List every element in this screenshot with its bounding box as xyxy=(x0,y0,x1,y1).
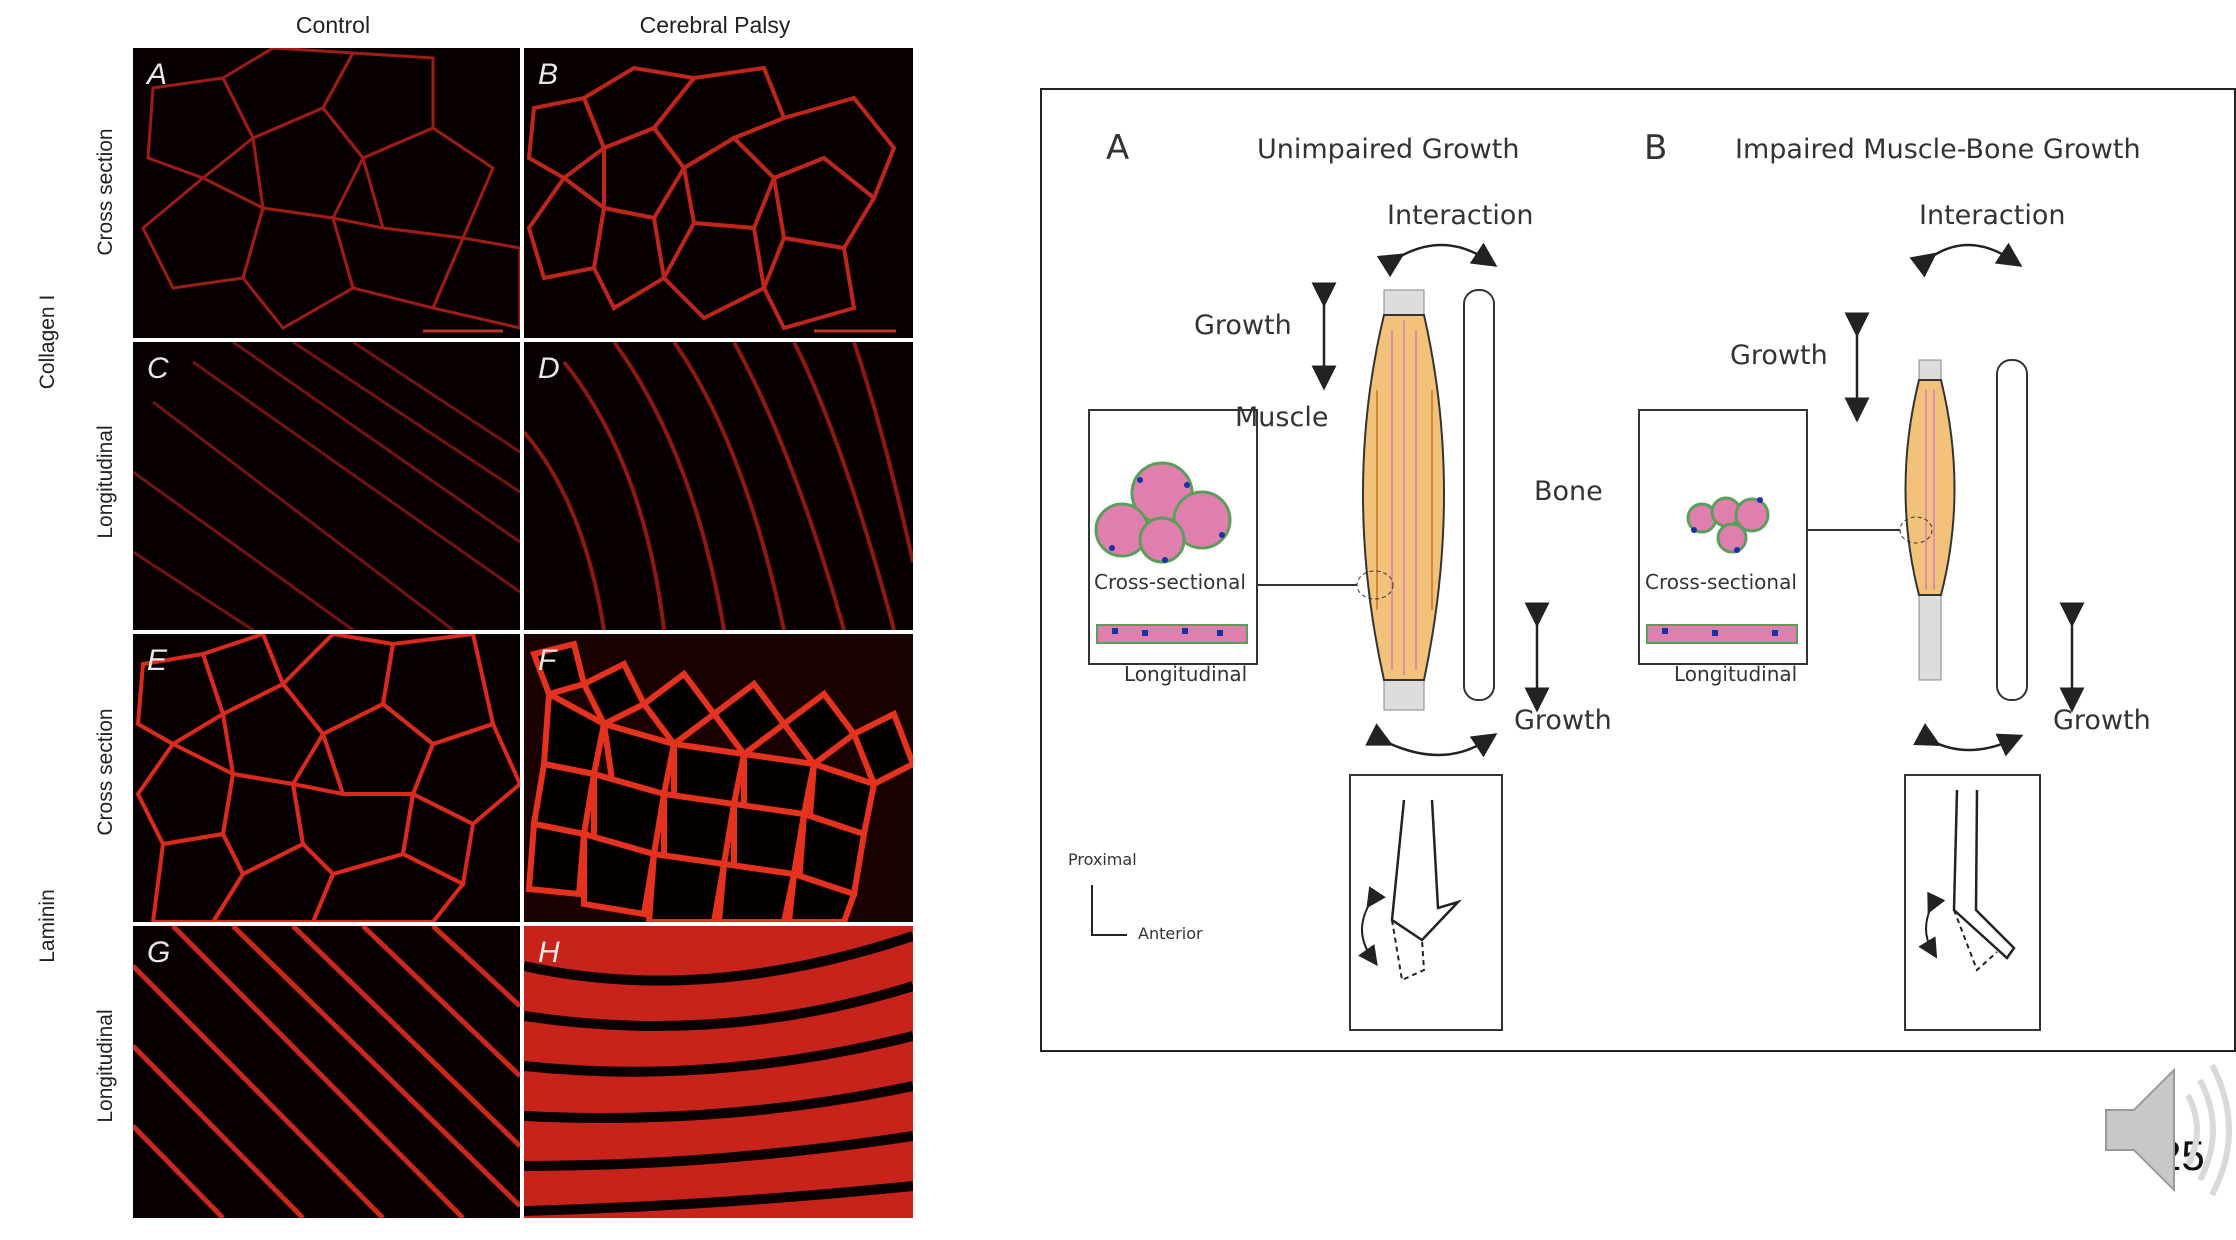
stain-label-laminin: Laminin xyxy=(36,889,59,963)
panel-e-control-laminin-cross: E xyxy=(133,634,520,922)
row-label-longitudinal-1: Longitudinal xyxy=(94,425,117,539)
section-title-a: Unimpaired Growth xyxy=(1257,134,1520,165)
panel-f-image xyxy=(524,634,913,922)
orientation-axes xyxy=(1091,885,1127,936)
panel-d-image xyxy=(524,342,913,630)
row-label-cross-section-2: Cross section xyxy=(94,708,117,836)
interaction-label-b: Interaction xyxy=(1919,200,2066,231)
muscle-bone-growth-diagram: A Unimpaired Growth B Impaired Muscle-Bo… xyxy=(1040,88,2236,1052)
panel-b-image xyxy=(526,65,897,333)
panel-h-cp-laminin-long: H xyxy=(524,926,913,1218)
micrograph-grid: A B xyxy=(133,48,913,1218)
panel-a-image xyxy=(141,48,520,333)
panel-letter-h: H xyxy=(538,936,560,969)
panel-letter-c: C xyxy=(147,352,169,385)
column-label-cerebral-palsy: Cerebral Palsy xyxy=(639,12,791,38)
foot-inset-b xyxy=(1904,774,2041,1031)
panel-e-image xyxy=(135,634,520,922)
longitudinal-label-b: Longitudinal xyxy=(1674,662,1798,686)
panel-letter-a: A xyxy=(147,58,168,91)
panel-f-cp-laminin-cross: F xyxy=(524,634,913,922)
tendon-b-bottom xyxy=(1918,589,1942,681)
cross-sectional-label-a: Cross-sectional xyxy=(1094,570,1246,594)
panel-g-control-laminin-long: G xyxy=(133,926,520,1218)
panel-a-control-collagen-cross: A xyxy=(133,48,520,338)
growth-label-b-bottom: Growth xyxy=(2053,705,2151,736)
speaker-icon[interactable] xyxy=(2096,1040,2236,1220)
interaction-arrow-b-bottom xyxy=(1913,723,2024,757)
panel-g-image xyxy=(133,926,520,1218)
muscle-b xyxy=(1904,379,1956,596)
section-letter-a: A xyxy=(1106,128,1130,168)
proximal-label: Proximal xyxy=(1068,850,1137,869)
column-label-control: Control xyxy=(295,12,371,38)
panel-letter-f: F xyxy=(538,644,557,677)
diagram-graphics xyxy=(1088,242,2085,1031)
panel-c-image xyxy=(133,342,520,630)
interaction-arrow-b-top xyxy=(1909,242,2023,278)
panel-h-image xyxy=(524,926,913,1218)
foot-inset-a xyxy=(1349,774,1503,1031)
stain-label-collagen: Collagen I xyxy=(36,294,59,390)
interaction-arrow-a-bottom xyxy=(1365,723,1498,758)
anterior-label: Anterior xyxy=(1138,924,1203,943)
section-title-b: Impaired Muscle-Bone Growth xyxy=(1735,134,2141,165)
panel-b-cp-collagen-cross: B xyxy=(524,48,913,338)
panel-c-control-collagen-long: C xyxy=(133,342,520,630)
cross-sectional-label-b: Cross-sectional xyxy=(1645,570,1797,594)
interaction-arrow-a-top xyxy=(1376,242,1498,278)
panel-letter-g: G xyxy=(147,936,171,969)
interaction-label-a: Interaction xyxy=(1387,200,1534,231)
muscle-label: Muscle xyxy=(1235,402,1329,433)
panel-letter-d: D xyxy=(538,352,560,385)
section-letter-b: B xyxy=(1644,128,1668,168)
growth-label-a-top: Growth xyxy=(1194,310,1292,341)
bone-label: Bone xyxy=(1534,476,1603,507)
row-label-cross-section-1: Cross section xyxy=(94,128,117,256)
panel-letter-b: B xyxy=(538,58,559,91)
longitudinal-label-a: Longitudinal xyxy=(1124,662,1248,686)
growth-label-b-top: Growth xyxy=(1730,340,1828,371)
bone-b xyxy=(1996,359,2028,701)
row-label-longitudinal-2: Longitudinal xyxy=(94,1009,117,1123)
panel-d-cp-collagen-long: D xyxy=(524,342,913,630)
panel-letter-e: E xyxy=(147,644,168,677)
bone-a xyxy=(1463,289,1495,701)
growth-label-a-bottom: Growth xyxy=(1514,705,1612,736)
